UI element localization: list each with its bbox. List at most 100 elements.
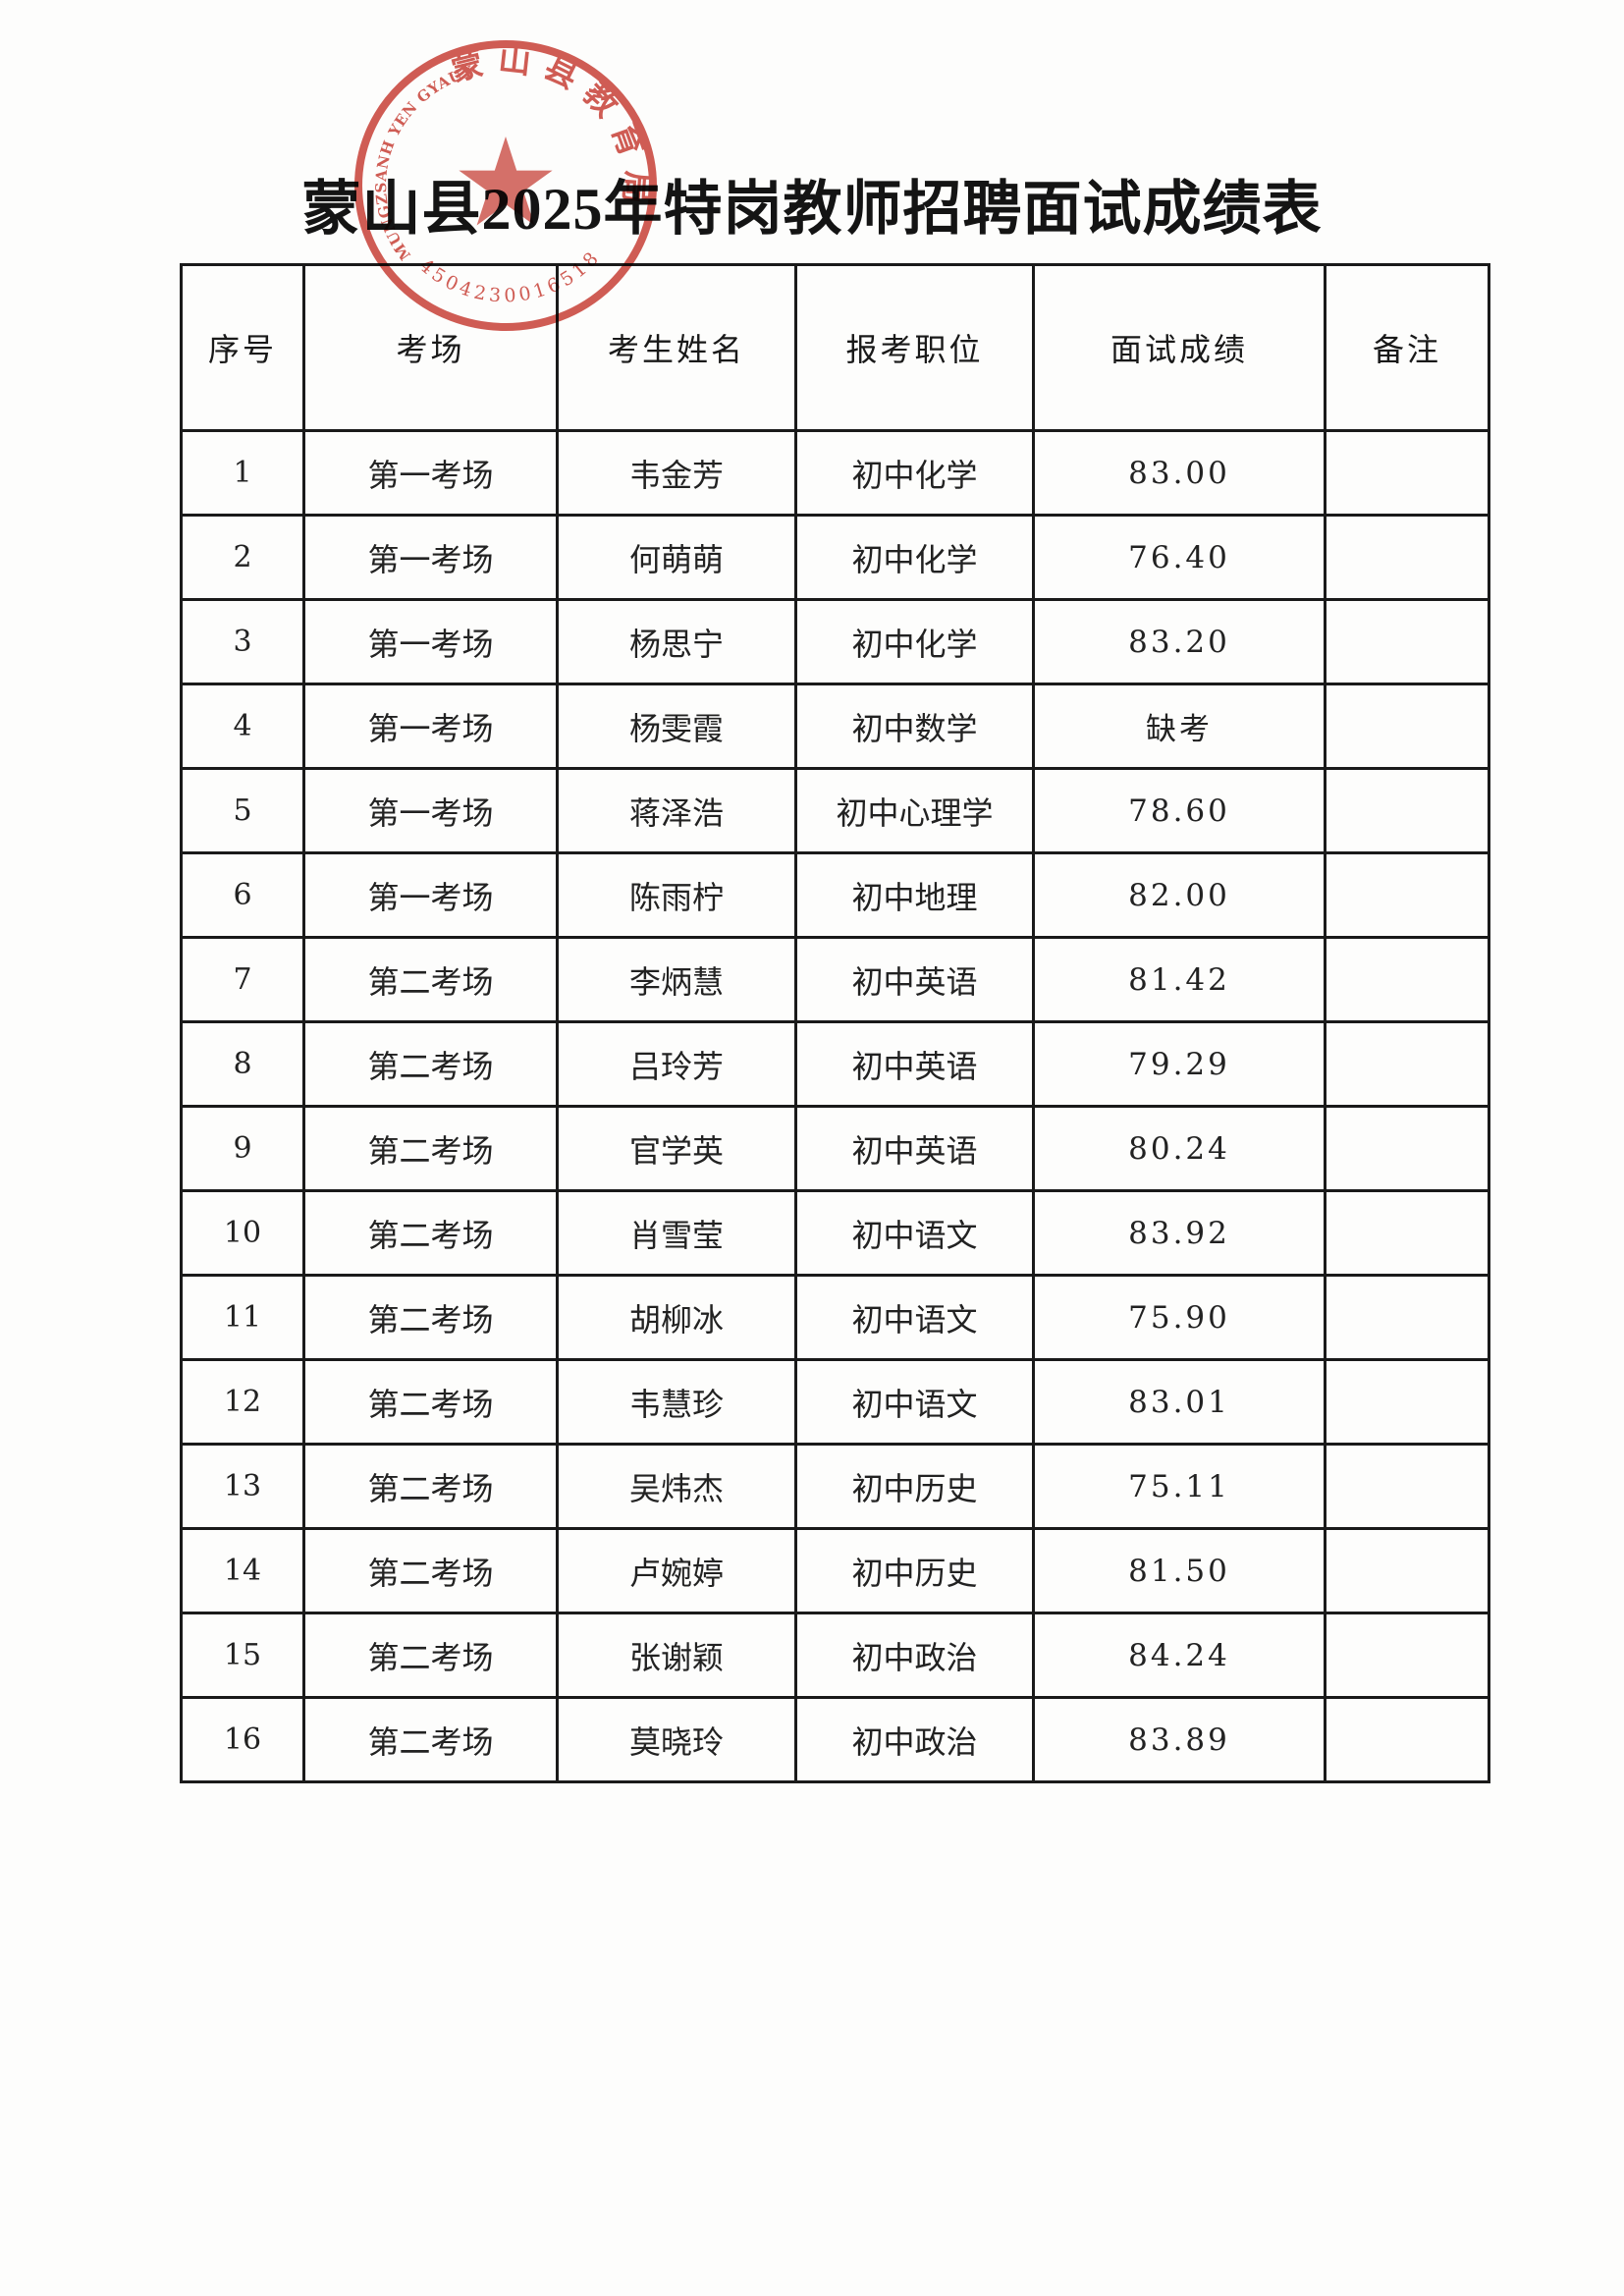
cell-no: 7 [180, 936, 305, 1023]
cell-no: 4 [180, 683, 305, 770]
cell-name: 杨雯霞 [556, 683, 797, 770]
cell-room: 第二考场 [302, 1105, 559, 1192]
cell-name: 胡柳冰 [556, 1274, 797, 1361]
cell-remark [1324, 683, 1490, 770]
cell-name: 吴炜杰 [556, 1443, 797, 1530]
cell-remark [1324, 1358, 1490, 1446]
table-row: 14 第二考场 卢婉婷 初中历史 81.50 [180, 1527, 1490, 1614]
cell-score: 81.50 [1032, 1527, 1326, 1614]
cell-room: 第二考场 [302, 1443, 559, 1530]
cell-name: 卢婉婷 [556, 1527, 797, 1614]
table-row: 15 第二考场 张谢颖 初中政治 84.24 [180, 1612, 1490, 1699]
table-row: 11 第二考场 胡柳冰 初中语文 75.90 [180, 1274, 1490, 1361]
seal-org-text-chinese: 蒙山县教育局 [447, 41, 654, 216]
cell-position: 初中英语 [794, 1105, 1035, 1192]
cell-no: 15 [180, 1612, 305, 1699]
cell-position: 初中语文 [794, 1358, 1035, 1446]
cell-name: 韦金芳 [556, 429, 797, 517]
table-row: 12 第二考场 韦慧珍 初中语文 83.01 [180, 1358, 1490, 1446]
cell-room: 第二考场 [302, 1189, 559, 1277]
table-row: 8 第二考场 吕玲芳 初中英语 79.29 [180, 1020, 1490, 1108]
cell-position: 初中政治 [794, 1696, 1035, 1783]
cell-score: 76.40 [1032, 514, 1326, 601]
cell-position: 初中语文 [794, 1274, 1035, 1361]
cell-remark [1324, 1105, 1490, 1192]
cell-name: 官学英 [556, 1105, 797, 1192]
cell-remark [1324, 1189, 1490, 1277]
cell-no: 9 [180, 1105, 305, 1192]
cell-score: 80.24 [1032, 1105, 1326, 1192]
cell-name: 张谢颖 [556, 1612, 797, 1699]
cell-remark [1324, 1612, 1490, 1699]
seal-border-ring [354, 40, 657, 331]
cell-no: 6 [180, 851, 305, 939]
cell-position: 初中英语 [794, 1020, 1035, 1108]
header-row: 序号 考场 考生姓名 报考职位 面试成绩 备注 [180, 263, 1490, 432]
table-row: 2 第一考场 何萌萌 初中化学 76.40 [180, 514, 1490, 601]
cell-score: 83.89 [1032, 1696, 1326, 1783]
cell-remark [1324, 851, 1490, 939]
cell-score: 78.60 [1032, 767, 1326, 854]
cell-name: 陈雨柠 [556, 851, 797, 939]
table-row: 7 第二考场 李炳慧 初中英语 81.42 [180, 936, 1490, 1023]
cell-no: 12 [180, 1358, 305, 1446]
seal-star-icon [459, 137, 553, 226]
cell-position: 初中历史 [794, 1443, 1035, 1530]
table-row: 9 第二考场 官学英 初中英语 80.24 [180, 1105, 1490, 1192]
score-table-body: 1 第一考场 韦金芳 初中化学 83.00 2 第一考场 何萌萌 初中化学 76.40 3 第一考场杨… [180, 429, 1490, 1783]
cell-position: 初中数学 [794, 683, 1035, 770]
cell-name: 何萌萌 [556, 514, 797, 601]
cell-score: 83.00 [1032, 429, 1326, 517]
cell-room: 第二考场 [302, 1020, 559, 1108]
cell-room: 第一考场 [302, 851, 559, 939]
header-remark: 备注 [1324, 263, 1490, 432]
table-row: 16 第二考场 莫晓玲 初中政治 83.89 [180, 1696, 1490, 1783]
cell-score: 81.42 [1032, 936, 1326, 1023]
cell-no: 16 [180, 1696, 305, 1783]
cell-remark [1324, 1020, 1490, 1108]
cell-no: 5 [180, 767, 305, 854]
table-row: 10 第二考场 肖雪莹 初中语文 83.92 [180, 1189, 1490, 1277]
cell-position: 初中化学 [794, 514, 1035, 601]
page-title: 蒙山县2025年特岗教师招聘面试成绩表 [301, 177, 1323, 242]
cell-name: 蒋泽浩 [556, 767, 797, 854]
cell-score: 83.92 [1032, 1189, 1326, 1277]
score-table: 序号 考场 考生姓名 报考职位 面试成绩 备注 1 第一考场 韦金芳 初中化学 83.0… [180, 263, 1490, 1783]
cell-room: 第二考场 [302, 1358, 559, 1446]
table-row: 13 第二考场 吴炜杰 初中历史 75.11 [180, 1443, 1490, 1530]
header-score: 面试成绩 [1032, 263, 1326, 432]
table-row: 1 第一考场 韦金芳 初中化学 83.00 [180, 429, 1490, 517]
cell-remark [1324, 936, 1490, 1023]
table-row: 3 第一考场 杨思宁 初中化学 83.20 [180, 598, 1490, 685]
cell-name: 韦慧珍 [556, 1358, 797, 1446]
header-position: 报考职位 [794, 263, 1035, 432]
header-name: 考生姓名 [556, 263, 797, 432]
cell-score: 缺考 [1032, 683, 1326, 770]
cell-remark [1324, 1443, 1490, 1530]
table-row: 4 第一考场 杨雯霞 初中数学 缺考 [180, 683, 1490, 770]
header-no: 序号 [180, 263, 305, 432]
cell-no: 1 [180, 429, 305, 517]
cell-remark [1324, 598, 1490, 685]
cell-position: 初中心理学 [794, 767, 1035, 854]
cell-no: 10 [180, 1189, 305, 1277]
cell-room: 第二考场 [302, 1274, 559, 1361]
cell-score: 83.20 [1032, 598, 1326, 685]
cell-room: 第一考场 [302, 598, 559, 685]
cell-score: 75.11 [1032, 1443, 1326, 1530]
cell-room: 第二考场 [302, 1612, 559, 1699]
cell-room: 第二考场 [302, 1696, 559, 1783]
cell-room: 第一考场 [302, 767, 559, 854]
cell-no: 11 [180, 1274, 305, 1361]
cell-no: 3 [180, 598, 305, 685]
cell-name: 莫晓玲 [556, 1696, 797, 1783]
cell-score: 82.00 [1032, 851, 1326, 939]
cell-name: 吕玲芳 [556, 1020, 797, 1108]
cell-room: 第二考场 [302, 1527, 559, 1614]
cell-room: 第一考场 [302, 683, 559, 770]
cell-position: 初中政治 [794, 1612, 1035, 1699]
cell-remark [1324, 1696, 1490, 1783]
cell-remark [1324, 767, 1490, 854]
table-row: 5 第一考场 蒋泽浩 初中心理学 78.60 [180, 767, 1490, 854]
